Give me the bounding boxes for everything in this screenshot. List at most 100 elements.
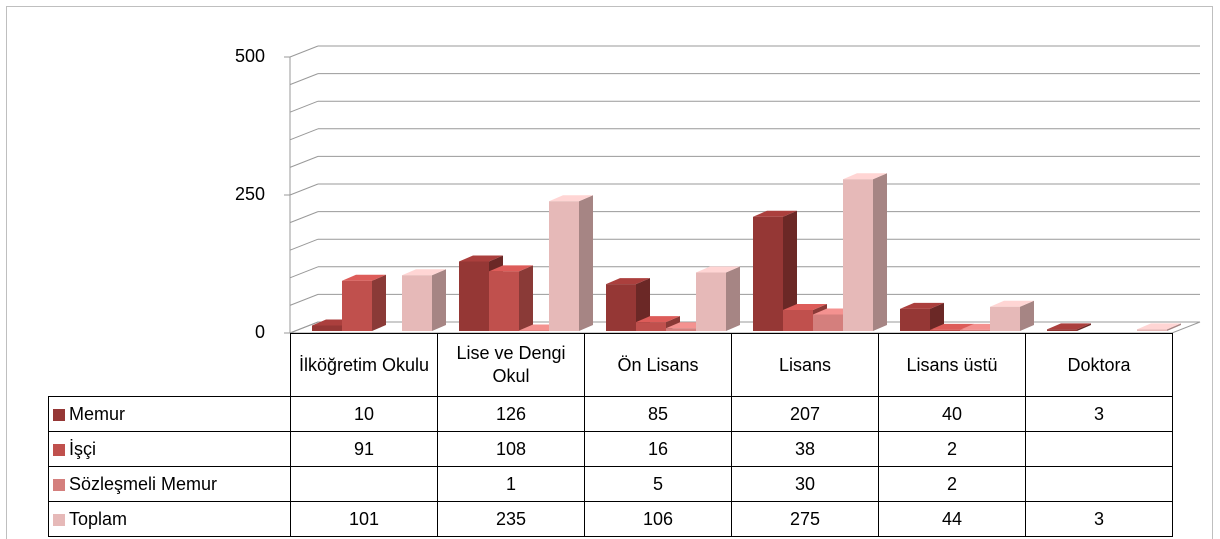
table-cell: 85 [584, 396, 732, 432]
bar-front [696, 272, 726, 331]
bar-front [549, 201, 579, 331]
bar-top [990, 300, 1034, 307]
bar-side [783, 210, 797, 331]
legend-label: Toplam [69, 508, 128, 529]
bar-top [783, 304, 827, 311]
bar [696, 266, 740, 331]
bar [753, 210, 797, 331]
header-row: İlköğretim Okulu Lise ve Dengi Okul Ön Lis… [48, 333, 1173, 397]
table-cell: 3 [1025, 396, 1173, 432]
bar [549, 195, 593, 331]
table-cell: 2 [878, 466, 1026, 502]
table-cell: 3 [1025, 501, 1173, 537]
bar [489, 265, 533, 331]
table-cell: 38 [731, 431, 879, 467]
minor-grid-line [289, 266, 319, 279]
table-cell: 106 [584, 501, 732, 537]
bar-top [636, 316, 680, 323]
table-cell: 10 [290, 396, 438, 432]
bar-side [930, 302, 944, 331]
table-cell: 275 [731, 501, 879, 537]
series-row: Toplam 101 235 106 275 44 3 [48, 501, 1173, 537]
table-cell: 91 [290, 431, 438, 467]
minor-grid-line [289, 155, 319, 168]
table-cell: 235 [437, 501, 585, 537]
legend-entry: Memur [48, 396, 291, 432]
table-cell: 2 [878, 431, 1026, 467]
bar-front [666, 328, 696, 331]
bar-front [402, 275, 432, 331]
bar-side [1077, 323, 1091, 331]
table-cell: 126 [437, 396, 585, 432]
bar [990, 300, 1034, 331]
legend-label: İşçi [69, 438, 96, 459]
table-cell: 108 [437, 431, 585, 467]
bar [900, 302, 944, 331]
minor-grid-line [289, 100, 319, 113]
grid-line [289, 45, 319, 58]
table-cell: 30 [731, 466, 879, 502]
bar-top [402, 269, 446, 276]
minor-grid-line [289, 73, 319, 86]
y-tick-label: 250 [235, 184, 265, 204]
bar-side [432, 269, 446, 331]
x-tick-label: Doktora [1025, 333, 1173, 397]
table-cell: 16 [584, 431, 732, 467]
y-tick-label: 0 [255, 322, 265, 342]
grid-line [289, 183, 319, 196]
bar-front [930, 329, 960, 331]
legend-swatch [53, 478, 65, 491]
x-tick-label: İlköğretim Okulu [290, 333, 438, 397]
series-row: İşçi 91 108 16 38 2 [48, 431, 1173, 467]
x-tick-label: Lise ve Dengi Okul [437, 333, 585, 397]
table-cell: 101 [290, 501, 438, 537]
legend-swatch [53, 513, 65, 526]
table-cell: 40 [878, 396, 1026, 432]
bar-front [1047, 329, 1077, 331]
bar-front [783, 310, 813, 331]
corner [48, 333, 291, 397]
bar-side [579, 195, 593, 331]
x-tick-label: Ön Lisans [584, 333, 732, 397]
legend-label: Memur [69, 403, 126, 424]
bar-side [372, 274, 386, 331]
bar [342, 274, 386, 331]
bar-front [606, 284, 636, 331]
x-tick-label: Lisans üstü [878, 333, 1026, 397]
bar [402, 269, 446, 331]
chart-frame [6, 6, 1213, 539]
grid-line [289, 321, 319, 334]
legend-entry: İşçi [48, 431, 291, 467]
bar-side [726, 266, 740, 331]
table-cell: 5 [584, 466, 732, 502]
table-cell: 207 [731, 396, 879, 432]
bar-side [1167, 323, 1181, 331]
bar [1137, 323, 1181, 331]
bar-front [843, 179, 873, 331]
table-cell [1025, 431, 1173, 467]
bar-front [636, 322, 666, 331]
legend-entry: Toplam [48, 501, 291, 537]
y-tick-label: 500 [235, 46, 265, 66]
data-table: İlköğretim Okulu Lise ve Dengi Okul Ön Lis… [48, 333, 1173, 537]
bar-top [843, 173, 887, 180]
minor-grid-line [289, 238, 319, 251]
bar-top [342, 274, 386, 281]
legend-swatch [53, 408, 65, 421]
bar-front [960, 329, 990, 331]
bar-top [549, 195, 593, 202]
bar-top [489, 265, 533, 272]
bar-top [1047, 323, 1091, 330]
bar-front [1137, 329, 1167, 331]
bar-front [489, 271, 519, 331]
legend-entry: Sözleşmeli Memur [48, 466, 291, 502]
bar-top [459, 255, 503, 262]
minor-grid-line [289, 128, 319, 141]
bar-top [930, 323, 974, 330]
bar-top [1137, 323, 1181, 330]
bar-front [342, 280, 372, 331]
bar-front [900, 308, 930, 331]
bar-top [900, 302, 944, 309]
bar-top [606, 278, 650, 285]
